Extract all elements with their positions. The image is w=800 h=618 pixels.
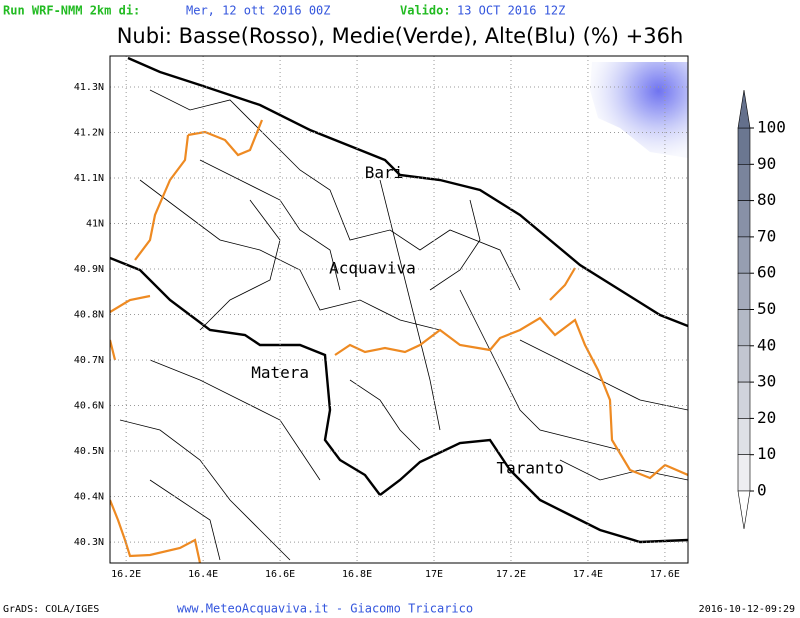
lat-label: 40.3N xyxy=(74,537,104,548)
title: Nubi: Basse(Rosso), Medie(Verde), Alte(B… xyxy=(117,24,684,48)
lon-label: 16.4E xyxy=(188,569,218,580)
map-frame xyxy=(109,55,689,564)
footer-center: www.MeteoAcquaviva.it - Giacomo Tricaric… xyxy=(177,602,473,616)
colorbar-label: 70 xyxy=(757,226,776,245)
colorbar-segment xyxy=(737,164,751,201)
municipal-borders xyxy=(119,89,688,561)
lat-label: 40.4N xyxy=(74,492,104,503)
city-label: Bari xyxy=(365,163,404,182)
colorbar-segment xyxy=(737,272,751,310)
lat-label: 41.2N xyxy=(74,127,104,138)
colorbar-label: 90 xyxy=(757,154,776,173)
lon-label: 17.2E xyxy=(496,569,526,580)
colorbar-label: 0 xyxy=(757,481,767,500)
colorbar-label: 60 xyxy=(757,263,776,282)
colorbar-segment xyxy=(737,381,751,419)
colorbar-label: 100 xyxy=(757,118,786,137)
lon-label: 16.2E xyxy=(111,569,141,580)
lat-label: 41N xyxy=(86,218,104,229)
colorbar-segment xyxy=(737,418,751,455)
lon-label: 17.4E xyxy=(573,569,603,580)
city-label: Matera xyxy=(251,363,309,382)
lat-label: 40.6N xyxy=(74,401,104,412)
lat-label: 40.5N xyxy=(74,446,104,457)
run-date: Mer, 12 ott 2016 00Z xyxy=(186,4,331,18)
lon-label: 16.6E xyxy=(265,569,295,580)
map-area xyxy=(110,56,688,563)
colorbar-label: 10 xyxy=(757,444,776,463)
colorbar-label: 50 xyxy=(757,299,776,318)
lat-label: 40.7N xyxy=(74,355,104,366)
colorbar-label: 30 xyxy=(757,372,776,391)
colorbar-segment xyxy=(737,236,751,274)
colorbar-label: 20 xyxy=(757,408,776,427)
footer-right: 2016-10-12-09:29 xyxy=(699,604,795,615)
valid-label: Valido: xyxy=(400,4,451,18)
cloud-cover xyxy=(590,62,688,158)
city-label: Taranto xyxy=(497,459,564,478)
colorbar-segment xyxy=(737,127,751,165)
colorbar-segment xyxy=(737,345,751,383)
colorbar-label: 80 xyxy=(757,190,776,209)
colorbar-label: 40 xyxy=(757,335,776,354)
lat-label: 40.9N xyxy=(74,264,104,275)
valid-date: 13 OCT 2016 12Z xyxy=(457,4,565,18)
colorbar-arrow-top xyxy=(737,89,751,129)
lon-label: 17E xyxy=(425,569,443,580)
lon-label: 16.8E xyxy=(342,569,372,580)
lat-label: 41.1N xyxy=(74,173,104,184)
lat-label: 40.8N xyxy=(74,310,104,321)
colorbar-segment xyxy=(737,200,751,238)
colorbar-segment xyxy=(737,454,751,492)
city-label: Acquaviva xyxy=(329,258,416,277)
lat-label: 41.3N xyxy=(74,82,104,93)
colorbar-arrow-bottom xyxy=(737,490,751,530)
footer-left: GrADS: COLA/IGES xyxy=(3,604,99,615)
run-label: Run WRF-NMM 2km di: xyxy=(3,4,140,18)
colorbar-segment xyxy=(737,309,751,347)
lon-label: 17.6E xyxy=(650,569,680,580)
coastline xyxy=(110,56,688,544)
